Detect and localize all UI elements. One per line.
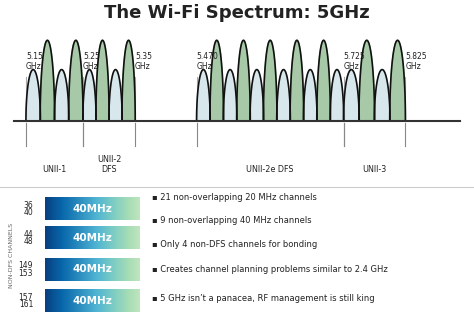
Polygon shape <box>83 70 96 121</box>
Text: 40MHz: 40MHz <box>73 204 112 214</box>
Text: ▪ 5 GHz isn’t a panacea, RF management is still king: ▪ 5 GHz isn’t a panacea, RF management i… <box>152 294 374 303</box>
Text: 157: 157 <box>18 293 33 302</box>
Text: 36: 36 <box>23 201 33 210</box>
Text: 149: 149 <box>18 261 33 270</box>
Text: 5.35
GHz: 5.35 GHz <box>135 52 152 71</box>
Text: 5.15
GHz: 5.15 GHz <box>26 52 43 71</box>
Polygon shape <box>344 70 359 121</box>
Text: UNII-2
DFS: UNII-2 DFS <box>97 155 121 174</box>
Text: 40MHz: 40MHz <box>73 265 112 274</box>
Text: The Wi-Fi Spectrum: 5GHz: The Wi-Fi Spectrum: 5GHz <box>104 4 370 22</box>
Polygon shape <box>210 40 224 121</box>
Text: ▪ Only 4 non-DFS channels for bonding: ▪ Only 4 non-DFS channels for bonding <box>152 240 317 250</box>
Text: ▪ 9 non-overlapping 40 MHz channels: ▪ 9 non-overlapping 40 MHz channels <box>152 216 311 225</box>
Polygon shape <box>303 70 317 121</box>
Text: 5.25
GHz: 5.25 GHz <box>83 52 100 71</box>
Polygon shape <box>374 70 390 121</box>
Polygon shape <box>250 70 264 121</box>
Text: NON-DFS CHANNELS: NON-DFS CHANNELS <box>9 222 14 288</box>
Text: ▪ 21 non-overlapping 20 MHz channels: ▪ 21 non-overlapping 20 MHz channels <box>152 193 317 202</box>
Text: 5.825
GHz: 5.825 GHz <box>405 52 427 71</box>
Polygon shape <box>277 70 291 121</box>
Polygon shape <box>26 70 40 121</box>
Text: UNII-2e DFS: UNII-2e DFS <box>246 165 294 174</box>
Text: 44: 44 <box>23 230 33 239</box>
Polygon shape <box>96 40 109 121</box>
Text: 5.725
GHz: 5.725 GHz <box>344 52 365 71</box>
Polygon shape <box>69 40 83 121</box>
Polygon shape <box>290 40 304 121</box>
Polygon shape <box>197 70 210 121</box>
Polygon shape <box>359 40 374 121</box>
Text: 40MHz: 40MHz <box>73 296 112 306</box>
Polygon shape <box>55 70 69 121</box>
Text: 48: 48 <box>24 237 33 246</box>
Text: 5.470
GHz: 5.470 GHz <box>197 52 219 71</box>
Polygon shape <box>122 40 135 121</box>
Polygon shape <box>264 40 277 121</box>
Polygon shape <box>109 70 122 121</box>
Polygon shape <box>390 40 405 121</box>
Polygon shape <box>237 40 250 121</box>
Polygon shape <box>40 40 55 121</box>
Text: 161: 161 <box>19 300 33 309</box>
Polygon shape <box>223 70 237 121</box>
Text: ▪ Creates channel planning problems similar to 2.4 GHz: ▪ Creates channel planning problems simi… <box>152 265 387 274</box>
Text: UNII-3: UNII-3 <box>362 165 387 174</box>
Polygon shape <box>317 40 330 121</box>
Text: 40: 40 <box>23 208 33 217</box>
Text: 153: 153 <box>18 268 33 278</box>
Text: 40MHz: 40MHz <box>73 233 112 243</box>
Polygon shape <box>330 70 344 121</box>
Text: UNII-1: UNII-1 <box>42 165 67 174</box>
